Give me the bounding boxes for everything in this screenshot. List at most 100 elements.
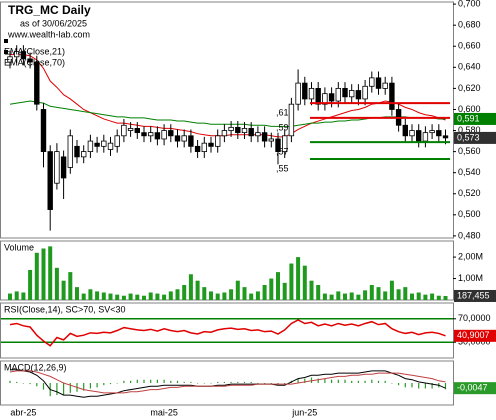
histogram-bar <box>317 378 319 383</box>
volume-bar <box>302 265 307 300</box>
panel <box>0 240 454 301</box>
value-box <box>454 112 496 125</box>
histogram-bar <box>150 379 152 383</box>
candle-body <box>235 126 241 134</box>
candle-body <box>415 130 422 142</box>
volume-bar <box>235 280 240 300</box>
candle-body <box>422 132 429 142</box>
candle-body <box>348 90 355 98</box>
histogram-bar <box>156 379 158 383</box>
candle-body <box>94 142 100 147</box>
volume-bar <box>356 294 361 300</box>
histogram-bar <box>16 381 18 383</box>
histogram-bar <box>344 379 346 383</box>
candle-body <box>362 85 368 100</box>
candle-body <box>20 51 27 60</box>
volume-bar <box>75 287 79 300</box>
candle-body <box>127 128 134 131</box>
candle-body <box>355 90 362 100</box>
volume-bar <box>430 293 435 300</box>
value-box <box>454 329 496 342</box>
candle-body <box>208 142 214 147</box>
volume-bar <box>168 291 173 300</box>
histogram-bar <box>197 383 199 384</box>
volume-bar <box>155 293 160 300</box>
histogram-bar <box>190 381 192 383</box>
y-tick-label: 70,0000 <box>458 313 491 323</box>
y-tick-label: 0,580 <box>458 125 481 135</box>
y-tick-label: 0,680 <box>458 20 481 30</box>
volume-bar <box>269 278 274 300</box>
candle-body <box>315 87 321 105</box>
histogram-bar <box>183 381 185 383</box>
line <box>9 370 446 394</box>
candle-body <box>214 135 221 147</box>
volume-bar <box>222 292 227 300</box>
histogram-bar <box>277 383 279 385</box>
volume-bar <box>148 292 153 300</box>
candle-body <box>442 135 449 139</box>
candle-body <box>382 82 388 89</box>
histogram-bar <box>364 380 366 383</box>
value-label: 187,455 <box>457 290 490 300</box>
candle-body <box>107 142 114 150</box>
x-tick-label: abr-25 <box>10 407 36 417</box>
candle-body <box>7 56 13 63</box>
volume-bar <box>8 293 12 300</box>
candle-body <box>67 135 73 168</box>
y-tick-label: 0,500 <box>458 209 481 219</box>
volume-bar <box>389 280 394 300</box>
candle-body <box>201 142 207 153</box>
volume-bar <box>95 291 100 300</box>
candle-body <box>194 145 201 153</box>
volume-bar <box>329 294 334 300</box>
value-label: 0,591 <box>457 113 480 123</box>
candle-body <box>114 135 120 147</box>
candle-body <box>134 128 140 134</box>
histogram-bar <box>411 383 413 388</box>
panel <box>0 1 454 239</box>
panel-title: MACD(12,26,9) <box>4 362 67 372</box>
histogram-bar <box>310 377 313 383</box>
candle-body <box>47 151 53 210</box>
histogram-bar <box>123 380 125 383</box>
candle-body <box>436 130 442 137</box>
volume-bar <box>363 290 368 300</box>
candle-body <box>248 128 254 137</box>
y-tick-label: 2,00M <box>458 251 483 261</box>
volume-bar <box>115 294 120 300</box>
histogram-bar <box>29 383 31 385</box>
histogram-bar <box>351 380 353 383</box>
histogram-bar <box>243 381 246 383</box>
y-tick-label: 0,520 <box>458 188 481 198</box>
histogram-bar <box>89 383 91 389</box>
candle-body <box>81 151 87 158</box>
volume-bar <box>215 293 220 300</box>
histogram-bar <box>116 383 118 384</box>
candle-body <box>60 156 67 179</box>
histogram-bar <box>230 381 232 383</box>
y-tick-label: 0,640 <box>458 62 481 72</box>
y-tick-label: 0,700 <box>458 0 481 8</box>
volume-bar <box>81 293 86 300</box>
volume-bar <box>121 295 126 300</box>
volume-bar <box>229 289 234 300</box>
y-tick-label: 0,660 <box>458 41 481 51</box>
value-box <box>454 382 496 395</box>
candle-body <box>268 138 274 142</box>
volume-bar <box>343 293 347 300</box>
histogram-bar <box>217 381 219 383</box>
value-label: -0,0047 <box>457 383 488 393</box>
legend-swatch <box>4 39 8 43</box>
volume-bar <box>88 289 93 300</box>
candle-body <box>154 132 161 140</box>
annotation: ,59 <box>276 122 289 132</box>
volume-bar <box>316 284 321 300</box>
volume-bar <box>322 293 327 300</box>
panel <box>0 302 454 359</box>
histogram-bar <box>210 383 212 384</box>
volume-bar <box>128 293 133 300</box>
volume-bar <box>443 295 448 300</box>
